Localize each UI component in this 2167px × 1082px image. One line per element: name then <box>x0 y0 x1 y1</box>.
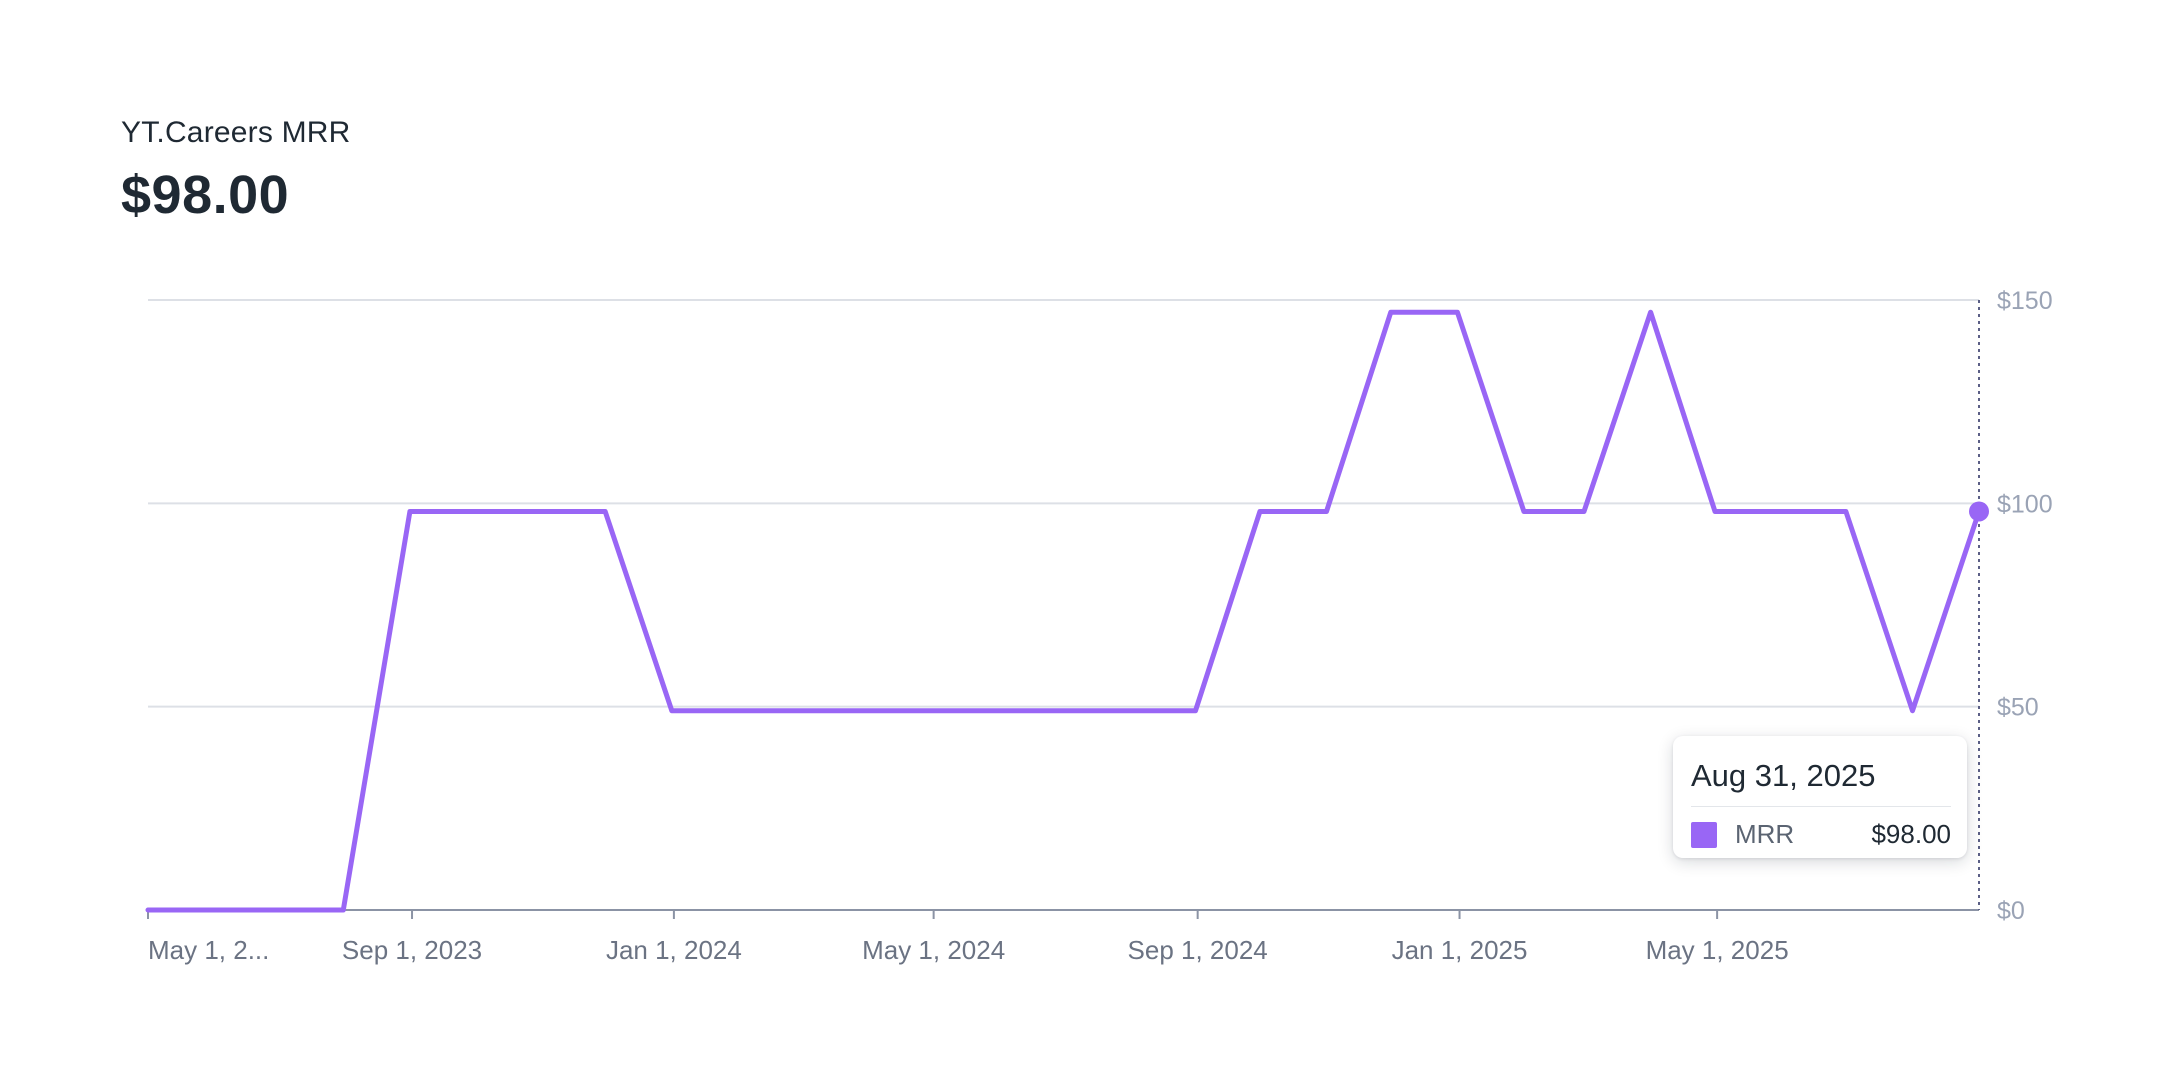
tooltip-series-value: $98.00 <box>1871 819 1951 849</box>
series-mrr <box>145 309 1982 913</box>
y-tick-label: $50 <box>1997 694 2039 722</box>
y-tick-label: $100 <box>1997 490 2053 518</box>
series-color-swatch <box>1691 821 1717 848</box>
x-tick-label: Jan 1, 2025 <box>1392 935 1528 965</box>
chart-title: YT.Careers MRR <box>121 116 351 149</box>
tooltip-date: Aug 31, 2025 <box>1691 758 1951 807</box>
x-tick-label: Sep 1, 2023 <box>342 935 482 965</box>
tooltip-series-row: MRR $98.00 <box>1691 819 1951 850</box>
series-line-mrr <box>145 309 1982 913</box>
grid-lines <box>148 299 1979 708</box>
y-tick-label: $150 <box>1997 287 2053 315</box>
x-tick-label: May 1, 2025 <box>1646 935 1789 965</box>
x-tick-label: May 1, 2024 <box>862 935 1005 965</box>
x-tick-label: Sep 1, 2024 <box>1128 935 1268 965</box>
y-axis-labels: $0 $50 $100 $150 <box>1997 287 2053 925</box>
current-mrr-value: $98.00 <box>121 165 290 225</box>
chart-tooltip: Aug 31, 2025 MRR $98.00 <box>1673 736 1967 858</box>
x-tick-label: Jan 1, 2024 <box>606 935 742 965</box>
x-axis: May 1, 2... Sep 1, 2023 Jan 1, 2024 May 1, … <box>147 909 1979 965</box>
hover-point <box>1969 501 1989 522</box>
x-tick-label: May 1, 2... <box>148 935 269 965</box>
tooltip-series-label: MRR <box>1735 819 1795 849</box>
chart-header: YT.Careers MRR $98.00 <box>121 116 351 226</box>
y-tick-label: $0 <box>1997 897 2025 925</box>
